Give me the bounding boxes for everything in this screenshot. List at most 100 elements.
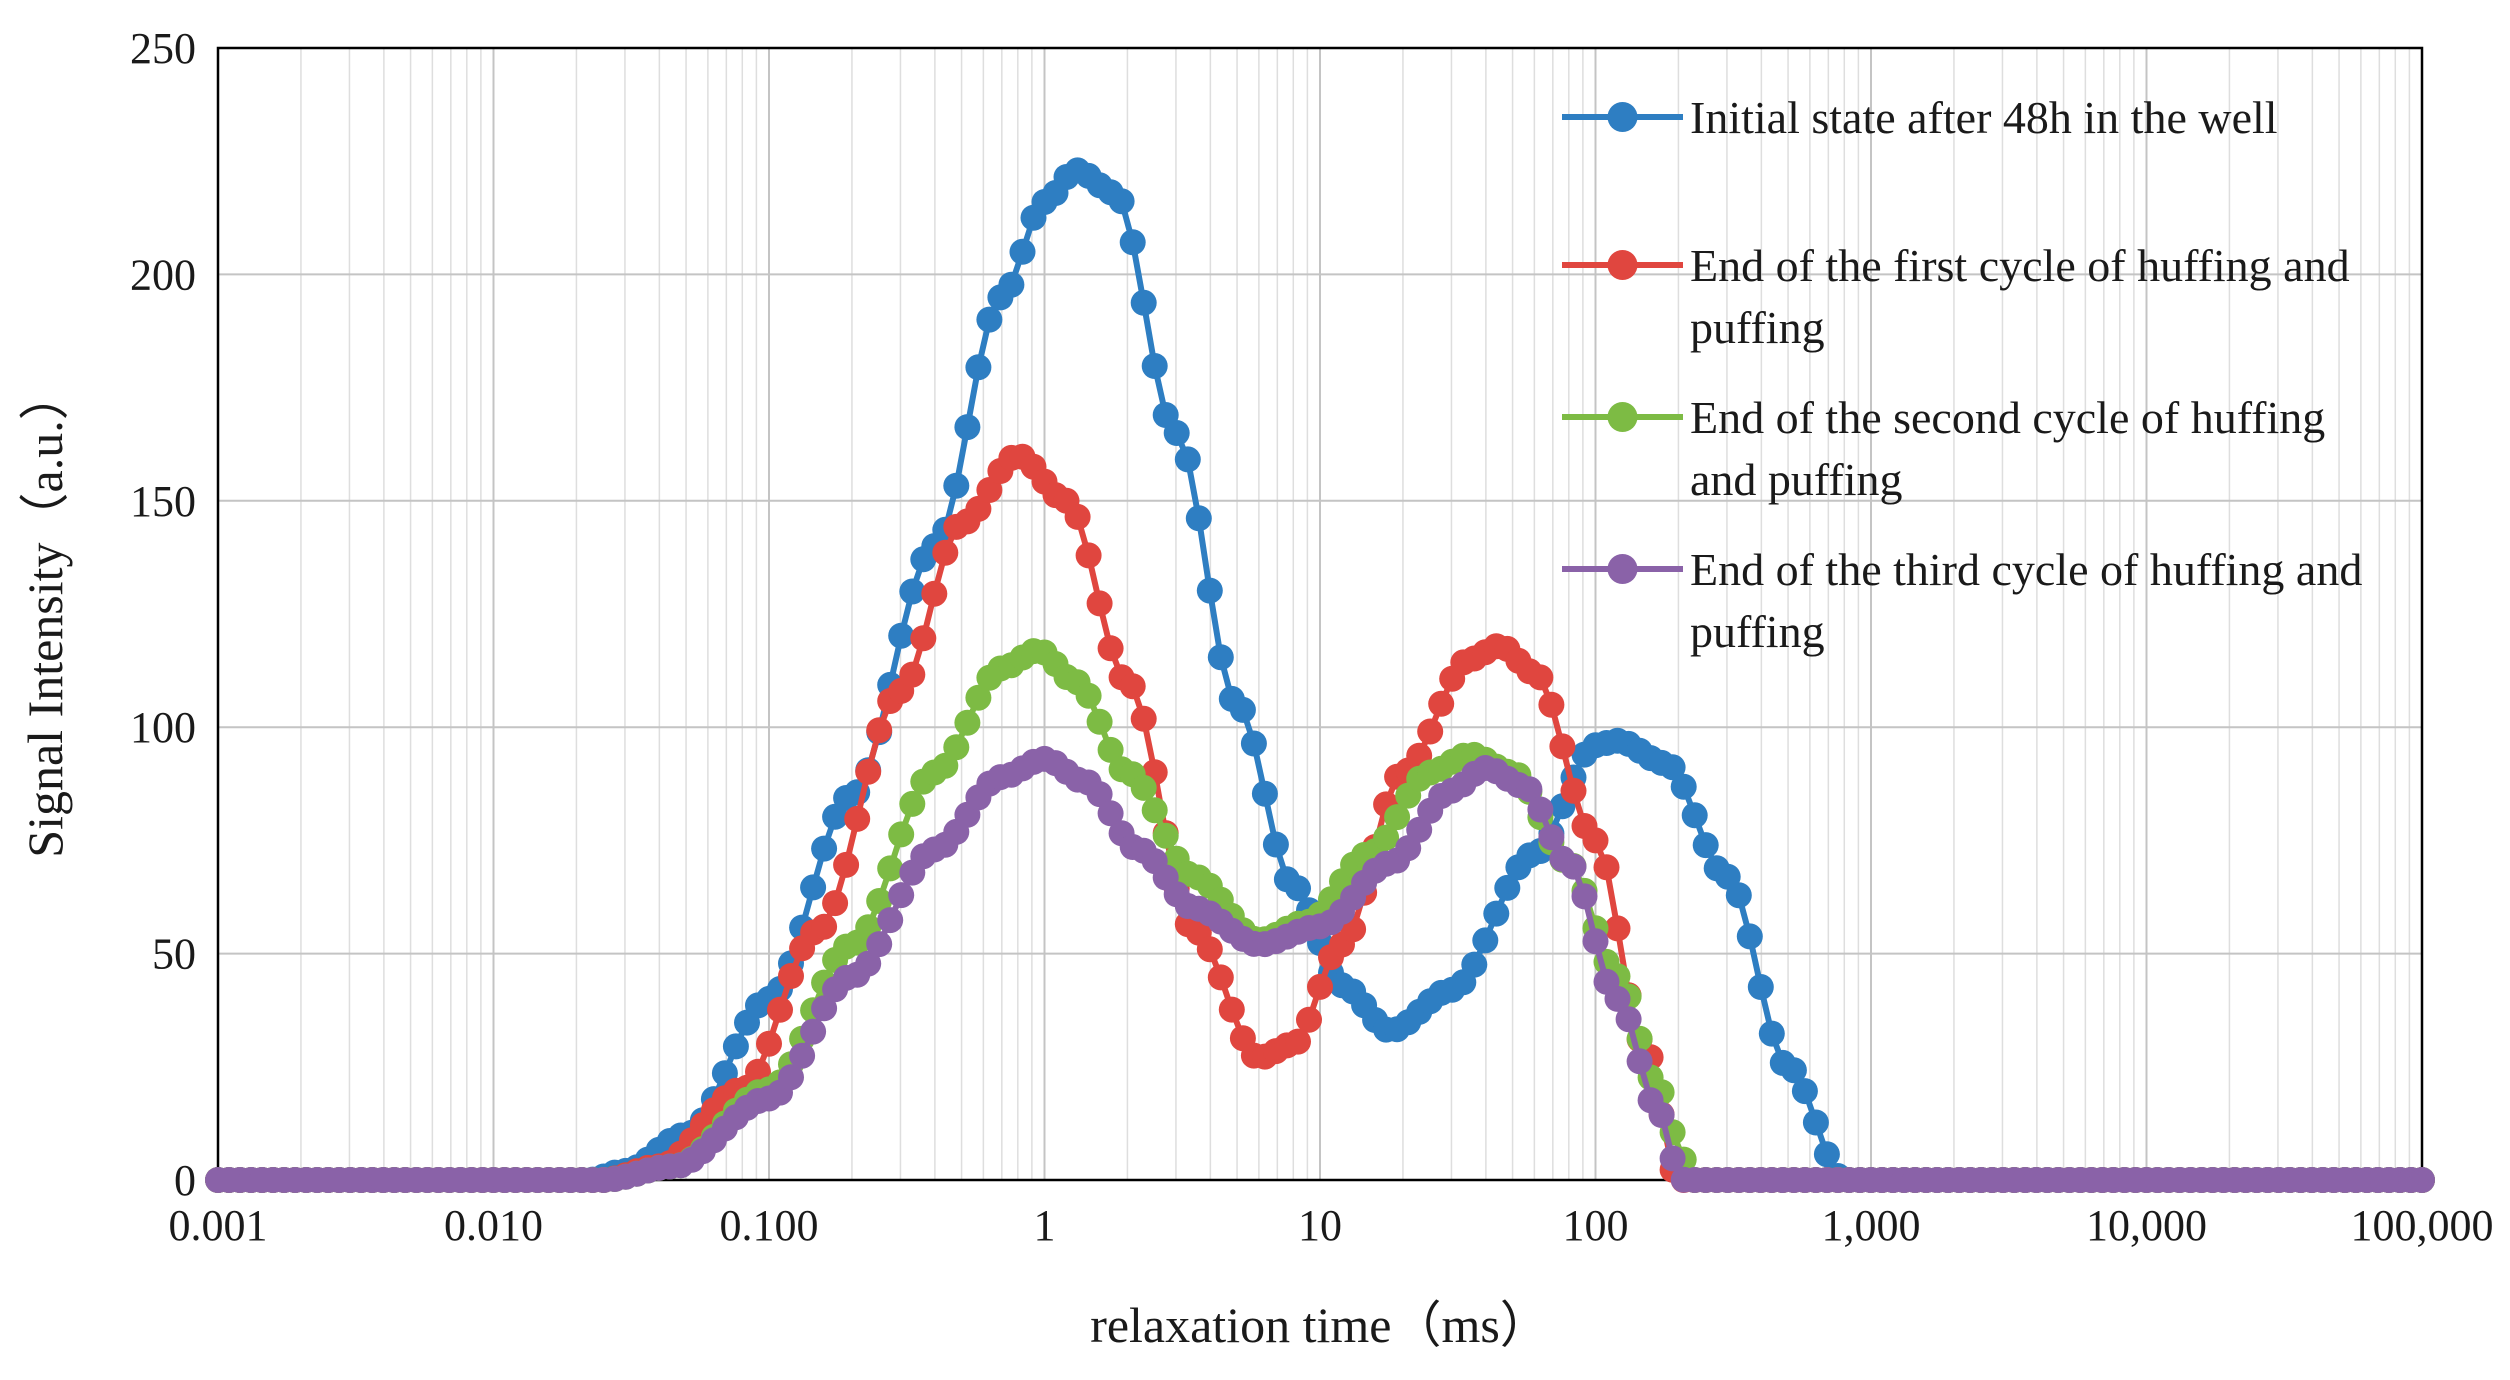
data-point [1582,928,1609,955]
data-point [1307,973,1333,1000]
data-point [1681,802,1708,829]
data-point [1406,816,1433,843]
data-point [1152,822,1179,849]
data-point [778,963,804,989]
data-point [1229,696,1256,723]
data-point [1747,974,1774,1000]
x-tick-label: 100 [1563,1201,1629,1250]
data-point [899,790,926,817]
data-point [1648,1102,1675,1128]
data-point [932,539,959,566]
data-point [1141,353,1168,379]
legend-marker-second-cycle [1607,402,1638,432]
data-point [756,1030,782,1057]
data-point [1130,705,1157,732]
legend-label-third-cycle: End of the third cycle of huffing and puf… [1690,544,2362,657]
data-point [800,1018,827,1045]
minor-gridlines [300,48,2411,1180]
legend: Initial state after 48h in the well End … [1562,92,2362,657]
data-point [1813,1141,1840,1168]
data-point [811,995,838,1022]
data-point [1064,503,1091,530]
legend-label-second-cycle: End of the second cycle of huffing and pu… [1690,392,2325,505]
data-point [1780,1057,1807,1084]
data-point [844,805,871,832]
data-point [1141,797,1168,824]
data-point [1461,951,1488,978]
data-point [899,578,926,605]
data-point [822,803,849,830]
y-tick-label: 250 [130,24,196,73]
data-point [866,888,893,914]
data-point [811,835,838,862]
data-point [1527,796,1554,823]
data-point [811,913,838,940]
data-point [1163,420,1190,446]
data-point [1185,505,1212,532]
data-point [1802,1109,1829,1136]
legend-marker-third-cycle [1607,554,1638,584]
data-point [866,931,893,958]
data-point [943,734,970,761]
legend-entry-initial: Initial state after 48h in the well [1562,92,2278,143]
data-point [1538,691,1565,718]
data-point [866,717,893,744]
data-point [1262,831,1289,858]
data-point [767,996,793,1023]
data-point [888,622,915,649]
data-point [2409,1167,2435,1193]
data-point [1670,773,1697,800]
data-point [888,821,915,848]
y-axis-title: Signal Intensity（a.u.） [17,370,73,857]
x-tick-label: 1,000 [1822,1201,1921,1250]
series-3 [205,745,2435,1193]
y-tick-label: 200 [130,250,196,299]
data-point [1417,718,1444,745]
data-point [1086,781,1113,808]
data-point [1296,1006,1322,1033]
data-point [1604,915,1631,942]
data-point [722,1033,749,1060]
data-point [998,271,1025,298]
data-point [1285,875,1311,902]
data-point [855,950,882,977]
data-point [1207,964,1234,991]
data-point [1086,708,1113,735]
data-point [1538,824,1565,851]
data-point [778,1064,804,1091]
legend-entry-second-cycle: End of the second cycle of huffing and pu… [1562,392,2325,505]
data-point [1075,542,1102,569]
data-point [1549,733,1576,760]
data-point [1086,590,1113,617]
data-point [1097,635,1124,662]
data-point [1472,927,1499,954]
x-axis-title: relaxation time（ms） [1090,1297,1550,1353]
data-point [910,625,937,652]
x-axis-tick-labels: 0.001 0.010 0.100 1 10 100 1,000 10,000 100,000 [169,1201,2494,1250]
data-point [1196,577,1223,604]
y-tick-label: 100 [130,703,196,752]
data-point [1119,229,1146,256]
data-point [1108,188,1135,215]
data-point [1791,1078,1818,1105]
data-point [1571,883,1598,910]
x-tick-label: 10,000 [2086,1201,2207,1250]
data-point [1196,936,1223,963]
data-point [1075,682,1102,709]
data-point [1758,1020,1785,1047]
data-point [789,1042,816,1069]
data-point [1692,832,1719,859]
data-point [1373,824,1400,851]
data-point [800,874,827,901]
x-tick-label: 1 [1034,1201,1056,1250]
data-point [1582,827,1609,854]
data-point [1240,730,1267,757]
data-point [899,661,926,688]
data-point [888,882,915,909]
x-tick-label: 100,000 [2351,1201,2494,1250]
x-tick-label: 10 [1298,1201,1342,1250]
data-point [1560,777,1587,804]
data-point [855,758,882,785]
